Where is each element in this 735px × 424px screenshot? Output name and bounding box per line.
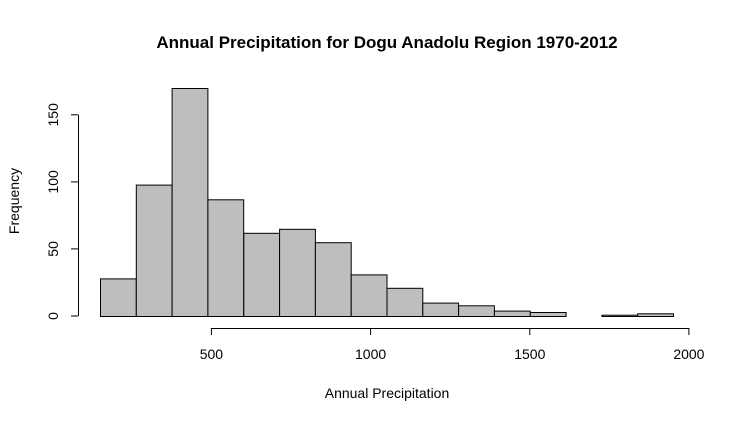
y-tick-label-100: 100 (45, 170, 61, 194)
histogram-bar-5 (243, 232, 281, 317)
histogram-bar-8 (350, 274, 388, 317)
histogram-bar-3 (171, 88, 209, 317)
x-tick-label-1500: 1500 (514, 346, 545, 362)
histogram-bar-1 (100, 278, 137, 317)
histogram-bar-10 (422, 302, 460, 318)
histogram-bar-15 (601, 314, 639, 318)
histogram-bar-12 (493, 310, 531, 318)
chart-title: Annual Precipitation for Dogu Anadolu Re… (156, 33, 617, 52)
histogram-bar-13 (529, 312, 567, 317)
y-axis: 0 50 100 150 (45, 103, 79, 320)
x-tick-label-1000: 1000 (355, 346, 386, 362)
y-tick-label-150: 150 (45, 103, 61, 127)
y-axis-label: Frequency (6, 168, 22, 234)
histogram-bar-6 (279, 228, 316, 317)
x-axis-label: Annual Precipitation (325, 385, 450, 401)
x-tick-label-2000: 2000 (673, 346, 704, 362)
histogram-bar-16 (637, 313, 675, 317)
y-tick-label-50: 50 (45, 241, 61, 257)
histogram-bar-11 (458, 305, 495, 317)
bars-group (100, 88, 675, 318)
x-axis: 500 1000 1500 2000 (200, 328, 705, 362)
histogram-bar-4 (207, 199, 245, 317)
histogram-bar-7 (314, 242, 352, 317)
histogram-bar-2 (135, 184, 173, 317)
x-tick-label-500: 500 (200, 346, 224, 362)
histogram-bar-9 (386, 287, 424, 317)
y-tick-label-0: 0 (45, 312, 61, 320)
